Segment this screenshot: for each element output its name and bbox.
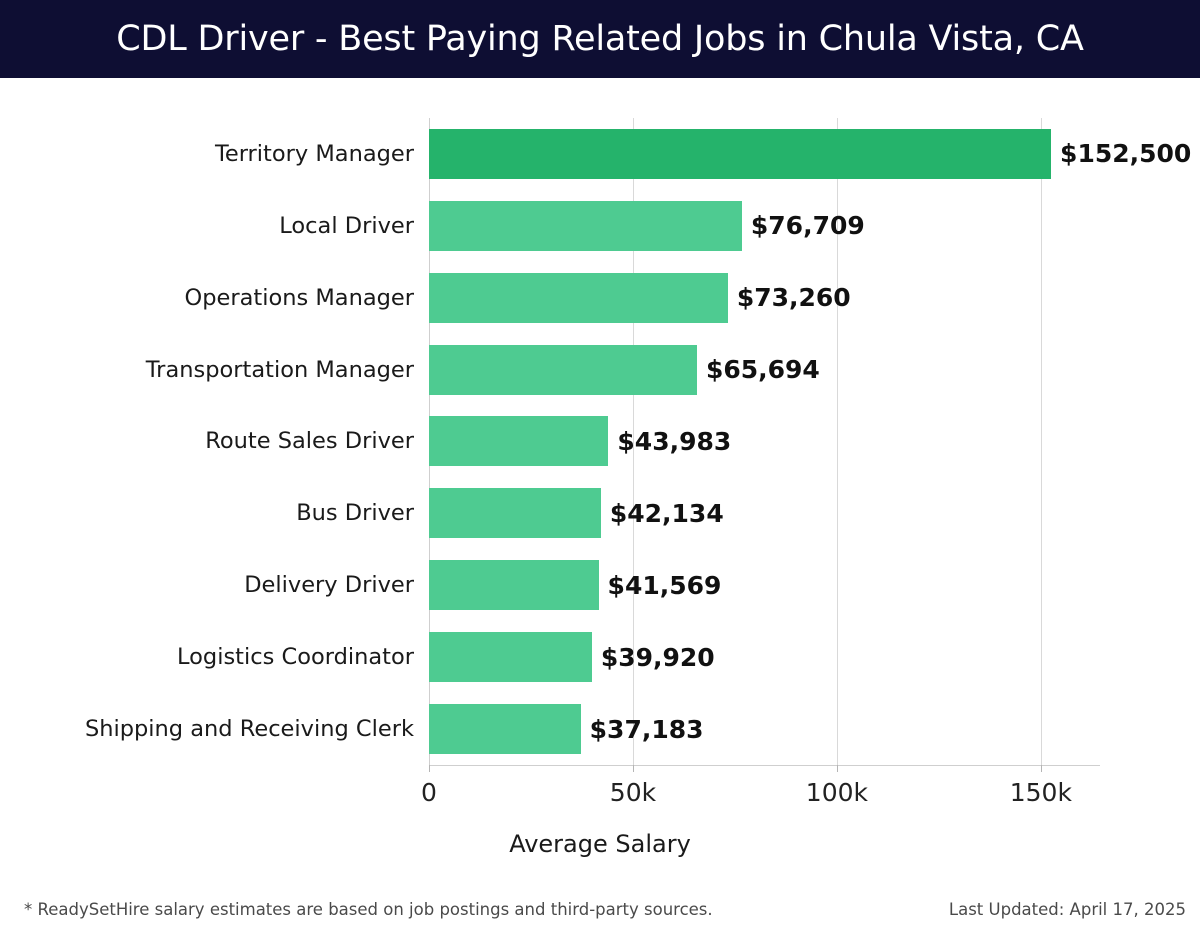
x-tick-label: 100k [805,778,868,807]
x-tick-label: 150k [1009,778,1072,807]
bar-row[interactable]: Transportation Manager $65,694 [0,334,1200,406]
category-label: Territory Manager [214,140,414,167]
bar-row[interactable]: Route Sales Driver $43,983 [0,406,1200,478]
x-axis-line [429,765,1100,766]
gridline-100k [836,118,838,765]
category-label: Route Sales Driver [205,428,414,455]
bar[interactable] [429,704,581,755]
bar-value-label: $76,709 [750,211,865,241]
bar-container: $41,569 [429,549,721,621]
bar-container: $43,983 [429,406,731,478]
category-label: Delivery Driver [244,572,414,599]
page-footer: * ReadySetHire salary estimates are base… [0,890,1200,940]
category-label: Operations Manager [184,284,414,311]
bar-row[interactable]: Logistics Coordinator $39,920 [0,621,1200,693]
bar[interactable] [429,272,728,323]
bar-row[interactable]: Shipping and Receiving Clerk $37,183 [0,693,1200,765]
bar-container: $37,183 [429,693,704,765]
bar-container: $152,500 [429,118,1191,190]
bar[interactable] [429,560,599,611]
bar[interactable] [429,632,592,683]
bar-value-label: $43,983 [617,426,732,456]
category-label: Logistics Coordinator [177,644,414,671]
bar-row[interactable]: Operations Manager $73,260 [0,262,1200,334]
category-label: Bus Driver [296,500,414,527]
bar-container: $42,134 [429,477,724,549]
x-axis-title: Average Salary [509,830,691,858]
bar[interactable] [429,416,609,467]
gridline-50k [632,118,634,765]
bar-container: $73,260 [429,262,851,334]
bar-rows: Territory Manager $152,500 Local Driver $76… [0,118,1200,765]
bar-value-label: $41,569 [607,570,722,600]
tickmark-50k [632,765,634,772]
bar-value-label: $37,183 [589,714,704,744]
x-tick-label: 50k [609,778,657,807]
footer-last-updated: Last Updated: April 17, 2025 [948,900,1186,919]
bar-value-label: $42,134 [609,498,724,528]
page-title: CDL Driver - Best Paying Related Jobs in… [116,19,1084,59]
bar-value-label: $39,920 [600,642,715,672]
bar-value-label: $73,260 [736,283,851,313]
bar[interactable] [429,128,1052,179]
x-tick-label: 0 [421,778,437,807]
page-header: CDL Driver - Best Paying Related Jobs in… [0,0,1200,78]
bar-value-label: $152,500 [1060,139,1192,169]
category-label: Local Driver [279,212,414,239]
tickmark-100k [836,765,838,772]
bar-container: $39,920 [429,621,715,693]
bar-chart: Territory Manager $152,500 Local Driver $76… [0,78,1200,868]
bar-value-label: $65,694 [705,355,820,385]
bar[interactable] [429,200,742,251]
footer-disclaimer: * ReadySetHire salary estimates are base… [24,900,713,919]
bar-row[interactable]: Local Driver $76,709 [0,190,1200,262]
bar-row[interactable]: Bus Driver $42,134 [0,477,1200,549]
tickmark-0 [429,765,430,772]
category-label: Transportation Manager [145,356,414,383]
bar-row[interactable]: Delivery Driver $41,569 [0,549,1200,621]
bar-container: $76,709 [429,190,865,262]
gridline-150k [1040,118,1042,765]
category-label: Shipping and Receiving Clerk [84,716,414,743]
bar[interactable] [429,488,601,539]
bar-container: $65,694 [429,334,820,406]
tickmark-150k [1040,765,1042,772]
bar-row[interactable]: Territory Manager $152,500 [0,118,1200,190]
bar[interactable] [429,344,697,395]
